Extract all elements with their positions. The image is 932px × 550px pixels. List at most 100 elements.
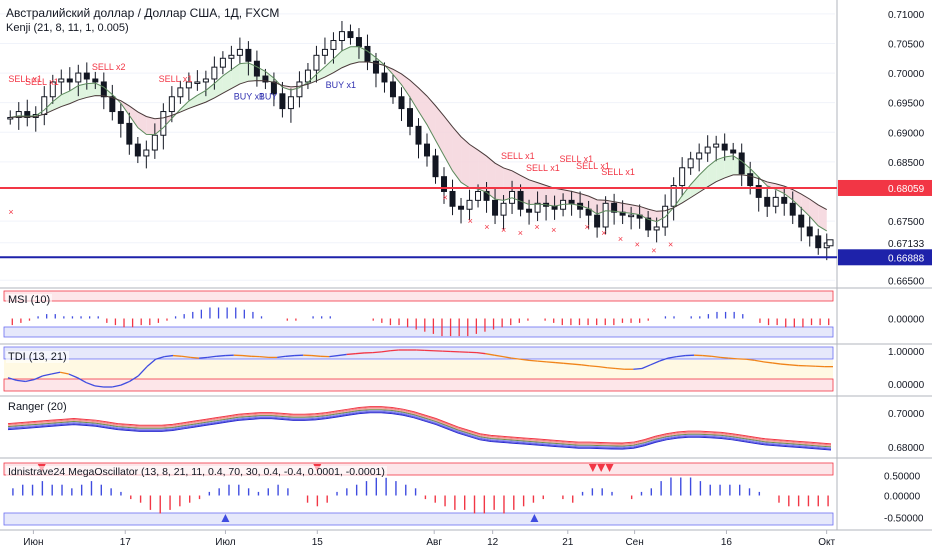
candle-body xyxy=(355,37,362,47)
ma-cloud-segment xyxy=(239,62,249,84)
osc-triangle-down xyxy=(597,464,606,472)
candle-body xyxy=(713,143,720,148)
candle-body xyxy=(449,190,456,207)
price-tick-label: 0.67133 xyxy=(888,239,925,250)
tdi-line-segment xyxy=(85,381,96,387)
sell-marker: × xyxy=(601,228,606,238)
ma-cloud-segment xyxy=(801,194,810,217)
tdi-line-segment xyxy=(355,352,365,355)
tdi-line-segment xyxy=(615,367,625,370)
buy-signal-label: BUY xyxy=(259,92,278,102)
candle-body xyxy=(177,87,184,98)
candle-body xyxy=(764,196,771,207)
candle-body xyxy=(781,196,788,204)
ma-cloud-segment xyxy=(427,96,436,141)
candle-body xyxy=(747,173,754,187)
price-tick-label: 0.71000 xyxy=(888,10,925,21)
candle-body xyxy=(687,158,694,169)
price-tick-label: 0.68500 xyxy=(888,158,925,169)
tdi-line-segment xyxy=(520,358,530,362)
tdi-line-segment xyxy=(572,363,582,366)
candle-body xyxy=(798,214,805,228)
sell-marker: × xyxy=(518,228,523,238)
price-badge xyxy=(838,179,932,196)
sell-marker: × xyxy=(534,222,539,232)
tdi-line-segment xyxy=(511,357,521,360)
tdi-line-segment xyxy=(59,371,69,375)
candle-body xyxy=(670,185,677,207)
tdi-line-segment xyxy=(172,354,182,357)
tdi-tick-label: 0.00000 xyxy=(888,380,925,391)
candle-body xyxy=(134,143,141,157)
candle-body xyxy=(194,81,201,84)
tdi-line-segment xyxy=(390,349,399,352)
tdi-line-segment xyxy=(285,354,295,357)
ma-cloud-segment xyxy=(461,136,470,188)
sell-signal-label: SELL x1 xyxy=(559,154,593,164)
ma-cloud-segment xyxy=(537,182,547,205)
candle-body xyxy=(381,72,388,83)
ma-cloud-segment xyxy=(478,150,487,193)
candle-body xyxy=(704,146,711,154)
candle-body xyxy=(628,214,635,218)
tdi-line-segment xyxy=(77,377,87,384)
ma-cloud-segment xyxy=(333,50,342,73)
tdi-line-segment xyxy=(137,366,148,377)
buy-signal-label: BUY x1 xyxy=(234,92,264,102)
candle-body xyxy=(492,199,499,216)
tdi-line-segment xyxy=(207,355,217,359)
tdi-label: TDI (13, 21) xyxy=(6,351,69,363)
ranger-band-line xyxy=(7,407,832,446)
price-badge-label: 0.66888 xyxy=(888,253,925,264)
candle-body xyxy=(398,96,405,110)
tdi-line-segment xyxy=(51,371,61,375)
candle-body xyxy=(466,199,473,210)
candle-body xyxy=(245,48,252,62)
ma-cloud-segment xyxy=(409,80,419,112)
ma-cloud-segment xyxy=(146,116,155,135)
sell-signal-label: SELL x1 xyxy=(526,163,560,173)
candle-body xyxy=(585,208,592,216)
ma-cloud-segment xyxy=(61,90,70,107)
sell-signal-label: SELL x1 xyxy=(501,151,535,161)
sell-marker: × xyxy=(585,222,590,232)
candle-body xyxy=(458,205,465,210)
ranger-band-line xyxy=(7,409,832,448)
ma-cloud-segment xyxy=(350,46,359,65)
candle-body xyxy=(441,176,448,192)
candle-body xyxy=(168,96,175,113)
candle-body xyxy=(594,214,601,228)
ma-cloud-segment xyxy=(784,186,793,201)
candle-body xyxy=(211,66,218,80)
tdi-upper-band xyxy=(3,346,834,360)
tdi-line-segment xyxy=(598,366,608,369)
ma-cloud-segment xyxy=(529,179,538,205)
tdi-line-segment xyxy=(537,360,547,363)
candle-body xyxy=(534,202,541,213)
ma-cloud-segment xyxy=(188,95,198,109)
candle-body xyxy=(500,202,507,216)
tdi-line-segment xyxy=(494,354,504,358)
ranger-tick-label: 0.70000 xyxy=(888,409,925,420)
candle-body xyxy=(568,199,575,204)
ma-cloud-segment xyxy=(809,199,819,226)
price-tick-label: 0.70500 xyxy=(888,39,925,50)
tdi-line-segment xyxy=(33,375,43,381)
ranger-label: Ranger (20) xyxy=(6,401,69,413)
ma-cloud-segment xyxy=(401,73,410,98)
candle-body xyxy=(117,111,124,124)
tdi-line-segment xyxy=(259,356,269,359)
candle-body xyxy=(815,235,822,249)
tdi-line-segment xyxy=(555,361,564,364)
ma-cloud-segment xyxy=(341,46,351,68)
sell-marker: × xyxy=(443,192,448,202)
candle-body xyxy=(721,143,728,151)
buy-signal-label: BUY x1 xyxy=(326,80,356,90)
oscillator-label: Idnistrave24 MegaOscillator (13, 8, 21, … xyxy=(6,466,387,478)
osc-triangle-down xyxy=(605,464,614,472)
tdi-line-segment xyxy=(155,356,165,360)
tdi-line-segment xyxy=(528,359,538,362)
tdi-line-segment xyxy=(728,357,738,360)
time-tick-label: Июн xyxy=(23,537,43,548)
